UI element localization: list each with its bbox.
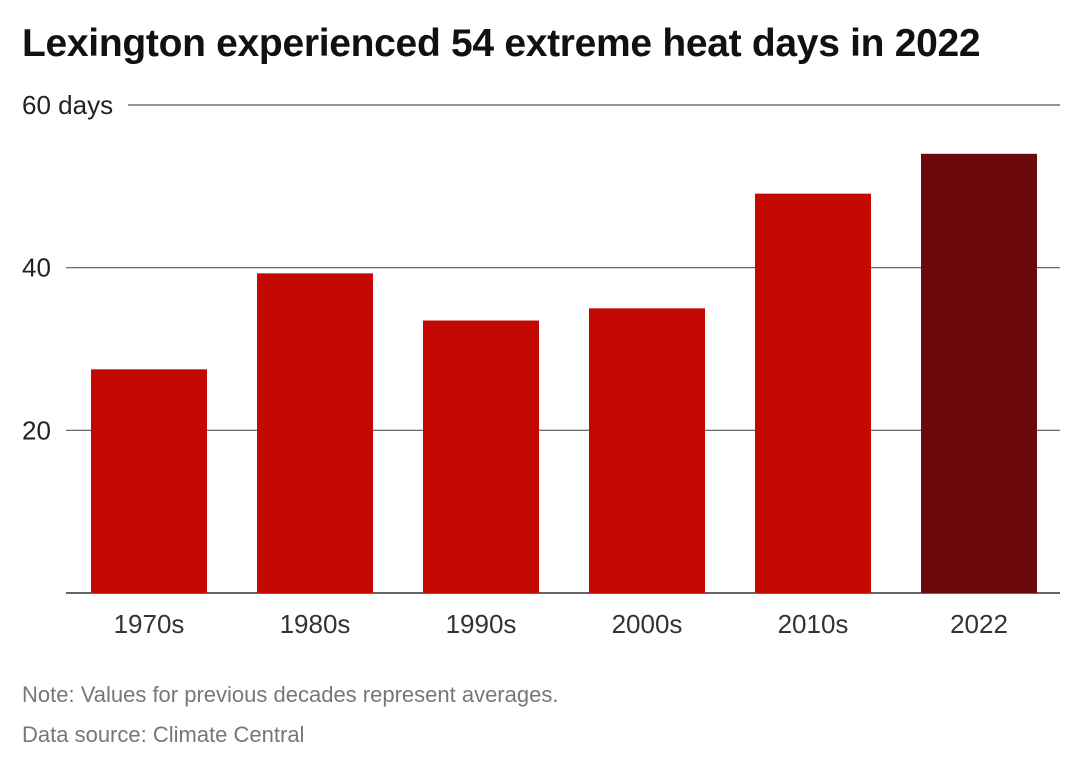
- data-source: Data source: Climate Central: [22, 722, 305, 747]
- x-tick-label: 2010s: [778, 609, 849, 639]
- x-tick-label: 2022: [950, 609, 1008, 639]
- bar-1990s: [423, 320, 539, 593]
- bars: [91, 153, 1037, 594]
- bar-2022: [921, 153, 1037, 594]
- chart-note: Note: Values for previous decades repres…: [22, 682, 559, 707]
- x-tick-label: 1970s: [114, 609, 185, 639]
- x-tick-labels: 1970s 1980s 1990s 2000s 2010s 2022: [114, 609, 1008, 639]
- gridlines: [66, 104, 1060, 594]
- x-tick-label: 2000s: [612, 609, 683, 639]
- bar-chart: 20 40 60 days 1970s 1980s 1990s 2000s 2010s 202…: [22, 90, 1060, 639]
- bar-1970s: [91, 369, 207, 593]
- bar-2000s: [589, 308, 705, 593]
- bar-1980s: [257, 273, 373, 593]
- y-tick-labels: 20 40 60 days: [22, 90, 113, 445]
- x-tick-label: 1990s: [446, 609, 517, 639]
- x-tick-label: 1980s: [280, 609, 351, 639]
- bar-2010s: [755, 193, 871, 594]
- y-tick-label: 40: [22, 253, 51, 283]
- y-tick-label: 20: [22, 415, 51, 445]
- y-tick-label: 60 days: [22, 90, 113, 120]
- chart-title: Lexington experienced 54 extreme heat da…: [22, 22, 981, 65]
